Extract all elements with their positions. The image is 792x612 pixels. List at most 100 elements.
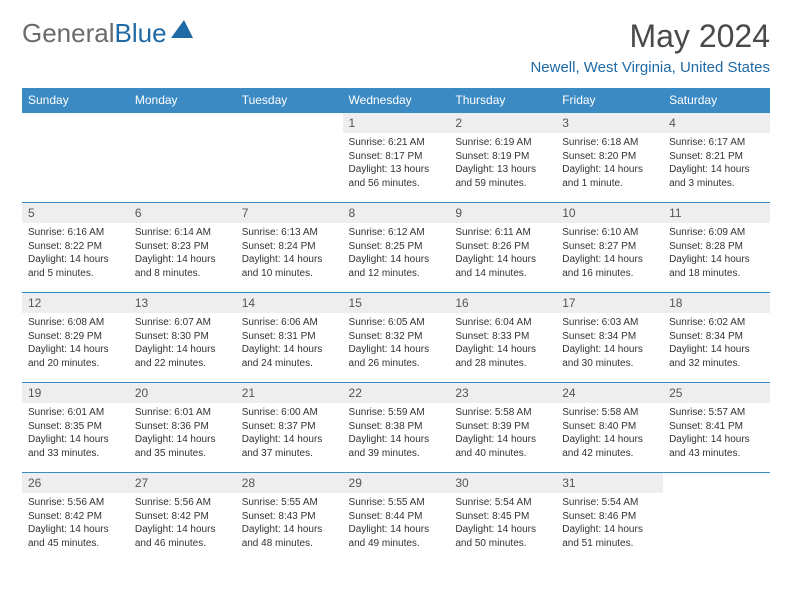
day-number: 25 bbox=[663, 383, 770, 403]
day-cell: 11Sunrise: 6:09 AMSunset: 8:28 PMDayligh… bbox=[663, 203, 770, 293]
day-number: 18 bbox=[663, 293, 770, 313]
day-cell: 7Sunrise: 6:13 AMSunset: 8:24 PMDaylight… bbox=[236, 203, 343, 293]
day-cell: 3Sunrise: 6:18 AMSunset: 8:20 PMDaylight… bbox=[556, 113, 663, 203]
day-detail: Sunrise: 6:03 AMSunset: 8:34 PMDaylight:… bbox=[556, 313, 663, 376]
day-number: 10 bbox=[556, 203, 663, 223]
day-cell: 20Sunrise: 6:01 AMSunset: 8:36 PMDayligh… bbox=[129, 383, 236, 473]
day-number: 6 bbox=[129, 203, 236, 223]
day-detail: Sunrise: 6:05 AMSunset: 8:32 PMDaylight:… bbox=[343, 313, 450, 376]
day-number: 9 bbox=[449, 203, 556, 223]
day-cell: 31Sunrise: 5:54 AMSunset: 8:46 PMDayligh… bbox=[556, 473, 663, 563]
day-cell: 27Sunrise: 5:56 AMSunset: 8:42 PMDayligh… bbox=[129, 473, 236, 563]
day-detail: Sunrise: 6:08 AMSunset: 8:29 PMDaylight:… bbox=[22, 313, 129, 376]
day-number: 7 bbox=[236, 203, 343, 223]
day-detail: Sunrise: 6:17 AMSunset: 8:21 PMDaylight:… bbox=[663, 133, 770, 196]
day-cell: . bbox=[236, 113, 343, 203]
day-number: 15 bbox=[343, 293, 450, 313]
day-cell: . bbox=[663, 473, 770, 563]
day-number: 29 bbox=[343, 473, 450, 493]
day-number: 12 bbox=[22, 293, 129, 313]
day-cell: 25Sunrise: 5:57 AMSunset: 8:41 PMDayligh… bbox=[663, 383, 770, 473]
day-detail: Sunrise: 5:59 AMSunset: 8:38 PMDaylight:… bbox=[343, 403, 450, 466]
day-number: 31 bbox=[556, 473, 663, 493]
day-detail: Sunrise: 6:07 AMSunset: 8:30 PMDaylight:… bbox=[129, 313, 236, 376]
day-number: 5 bbox=[22, 203, 129, 223]
day-number: 4 bbox=[663, 113, 770, 133]
day-detail: Sunrise: 5:58 AMSunset: 8:39 PMDaylight:… bbox=[449, 403, 556, 466]
brand-logo: GeneralBlue bbox=[22, 18, 193, 49]
day-number: 1 bbox=[343, 113, 450, 133]
day-detail: Sunrise: 6:12 AMSunset: 8:25 PMDaylight:… bbox=[343, 223, 450, 286]
weekday-tuesday: Tuesday bbox=[236, 88, 343, 113]
day-cell: 13Sunrise: 6:07 AMSunset: 8:30 PMDayligh… bbox=[129, 293, 236, 383]
brand-first: General bbox=[22, 18, 115, 49]
day-cell: 28Sunrise: 5:55 AMSunset: 8:43 PMDayligh… bbox=[236, 473, 343, 563]
day-number: 14 bbox=[236, 293, 343, 313]
title-block: May 2024 Newell, West Virginia, United S… bbox=[530, 18, 770, 76]
day-detail: Sunrise: 6:19 AMSunset: 8:19 PMDaylight:… bbox=[449, 133, 556, 196]
day-detail: Sunrise: 5:56 AMSunset: 8:42 PMDaylight:… bbox=[129, 493, 236, 556]
day-number: 30 bbox=[449, 473, 556, 493]
day-cell: 21Sunrise: 6:00 AMSunset: 8:37 PMDayligh… bbox=[236, 383, 343, 473]
day-cell: . bbox=[129, 113, 236, 203]
day-detail: Sunrise: 6:01 AMSunset: 8:35 PMDaylight:… bbox=[22, 403, 129, 466]
day-cell: 10Sunrise: 6:10 AMSunset: 8:27 PMDayligh… bbox=[556, 203, 663, 293]
day-detail: Sunrise: 6:11 AMSunset: 8:26 PMDaylight:… bbox=[449, 223, 556, 286]
day-detail: Sunrise: 6:21 AMSunset: 8:17 PMDaylight:… bbox=[343, 133, 450, 196]
day-cell: 2Sunrise: 6:19 AMSunset: 8:19 PMDaylight… bbox=[449, 113, 556, 203]
day-detail: Sunrise: 5:55 AMSunset: 8:44 PMDaylight:… bbox=[343, 493, 450, 556]
day-detail: Sunrise: 6:00 AMSunset: 8:37 PMDaylight:… bbox=[236, 403, 343, 466]
weekday-monday: Monday bbox=[129, 88, 236, 113]
logo-sail-icon bbox=[171, 20, 193, 38]
page-title: May 2024 bbox=[530, 18, 770, 55]
day-number: 26 bbox=[22, 473, 129, 493]
day-detail: Sunrise: 6:10 AMSunset: 8:27 PMDaylight:… bbox=[556, 223, 663, 286]
day-cell: 26Sunrise: 5:56 AMSunset: 8:42 PMDayligh… bbox=[22, 473, 129, 563]
day-number: 22 bbox=[343, 383, 450, 403]
day-cell: 6Sunrise: 6:14 AMSunset: 8:23 PMDaylight… bbox=[129, 203, 236, 293]
day-number: 23 bbox=[449, 383, 556, 403]
day-number: 3 bbox=[556, 113, 663, 133]
day-number: 11 bbox=[663, 203, 770, 223]
day-number: 13 bbox=[129, 293, 236, 313]
day-number: 20 bbox=[129, 383, 236, 403]
day-cell: 14Sunrise: 6:06 AMSunset: 8:31 PMDayligh… bbox=[236, 293, 343, 383]
brand-second: Blue bbox=[115, 18, 167, 49]
day-number: 17 bbox=[556, 293, 663, 313]
day-number: 27 bbox=[129, 473, 236, 493]
day-detail: Sunrise: 6:04 AMSunset: 8:33 PMDaylight:… bbox=[449, 313, 556, 376]
day-detail: Sunrise: 5:56 AMSunset: 8:42 PMDaylight:… bbox=[22, 493, 129, 556]
day-number: 19 bbox=[22, 383, 129, 403]
day-cell: 1Sunrise: 6:21 AMSunset: 8:17 PMDaylight… bbox=[343, 113, 450, 203]
day-cell: 5Sunrise: 6:16 AMSunset: 8:22 PMDaylight… bbox=[22, 203, 129, 293]
day-detail: Sunrise: 6:06 AMSunset: 8:31 PMDaylight:… bbox=[236, 313, 343, 376]
day-detail: Sunrise: 6:09 AMSunset: 8:28 PMDaylight:… bbox=[663, 223, 770, 286]
day-cell: . bbox=[22, 113, 129, 203]
day-detail: Sunrise: 5:58 AMSunset: 8:40 PMDaylight:… bbox=[556, 403, 663, 466]
day-number: 21 bbox=[236, 383, 343, 403]
day-detail: Sunrise: 5:54 AMSunset: 8:46 PMDaylight:… bbox=[556, 493, 663, 556]
location-text: Newell, West Virginia, United States bbox=[530, 59, 770, 76]
day-cell: 16Sunrise: 6:04 AMSunset: 8:33 PMDayligh… bbox=[449, 293, 556, 383]
day-cell: 24Sunrise: 5:58 AMSunset: 8:40 PMDayligh… bbox=[556, 383, 663, 473]
weekday-friday: Friday bbox=[556, 88, 663, 113]
weekday-sunday: Sunday bbox=[22, 88, 129, 113]
weekday-thursday: Thursday bbox=[449, 88, 556, 113]
day-number: 28 bbox=[236, 473, 343, 493]
weekday-wednesday: Wednesday bbox=[343, 88, 450, 113]
day-cell: 23Sunrise: 5:58 AMSunset: 8:39 PMDayligh… bbox=[449, 383, 556, 473]
day-detail: Sunrise: 6:14 AMSunset: 8:23 PMDaylight:… bbox=[129, 223, 236, 286]
calendar-table: SundayMondayTuesdayWednesdayThursdayFrid… bbox=[22, 88, 770, 563]
day-cell: 4Sunrise: 6:17 AMSunset: 8:21 PMDaylight… bbox=[663, 113, 770, 203]
day-detail: Sunrise: 5:55 AMSunset: 8:43 PMDaylight:… bbox=[236, 493, 343, 556]
day-cell: 17Sunrise: 6:03 AMSunset: 8:34 PMDayligh… bbox=[556, 293, 663, 383]
day-cell: 19Sunrise: 6:01 AMSunset: 8:35 PMDayligh… bbox=[22, 383, 129, 473]
day-cell: 18Sunrise: 6:02 AMSunset: 8:34 PMDayligh… bbox=[663, 293, 770, 383]
day-cell: 29Sunrise: 5:55 AMSunset: 8:44 PMDayligh… bbox=[343, 473, 450, 563]
day-detail: Sunrise: 6:16 AMSunset: 8:22 PMDaylight:… bbox=[22, 223, 129, 286]
day-detail: Sunrise: 6:01 AMSunset: 8:36 PMDaylight:… bbox=[129, 403, 236, 466]
day-detail: Sunrise: 6:02 AMSunset: 8:34 PMDaylight:… bbox=[663, 313, 770, 376]
day-cell: 30Sunrise: 5:54 AMSunset: 8:45 PMDayligh… bbox=[449, 473, 556, 563]
day-number: 24 bbox=[556, 383, 663, 403]
day-detail: Sunrise: 6:13 AMSunset: 8:24 PMDaylight:… bbox=[236, 223, 343, 286]
